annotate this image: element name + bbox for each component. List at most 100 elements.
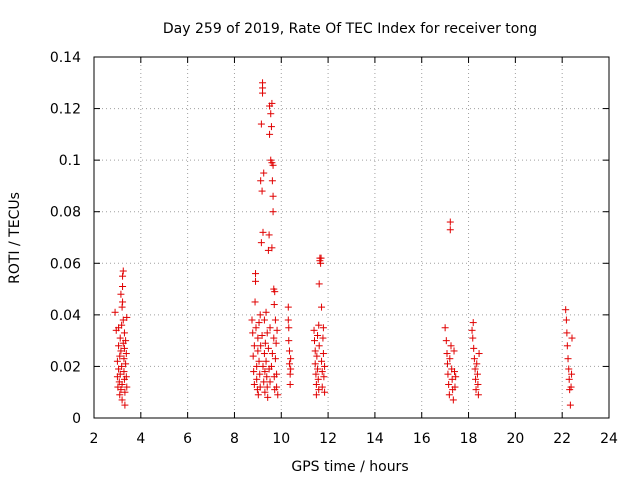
data-point bbox=[469, 334, 477, 342]
data-point bbox=[118, 396, 126, 404]
data-point bbox=[270, 301, 278, 309]
data-point bbox=[451, 383, 459, 391]
data-point bbox=[259, 228, 267, 236]
data-point bbox=[257, 239, 265, 247]
data-point bbox=[469, 319, 477, 327]
data-point bbox=[267, 362, 275, 370]
data-point bbox=[120, 368, 128, 376]
data-points bbox=[111, 79, 576, 409]
data-point bbox=[271, 316, 279, 324]
data-point bbox=[285, 337, 293, 345]
data-point bbox=[318, 357, 326, 365]
data-point bbox=[315, 280, 323, 288]
data-point bbox=[314, 331, 322, 339]
data-point bbox=[118, 362, 126, 370]
data-point bbox=[285, 347, 293, 355]
data-point bbox=[248, 316, 256, 324]
data-point bbox=[263, 383, 271, 391]
data-point bbox=[311, 347, 319, 355]
data-point bbox=[121, 401, 129, 409]
data-point bbox=[317, 254, 325, 262]
data-point bbox=[474, 391, 482, 399]
data-point bbox=[565, 375, 573, 383]
data-point bbox=[266, 130, 274, 138]
data-point bbox=[444, 370, 452, 378]
data-point bbox=[320, 373, 328, 381]
data-point bbox=[263, 373, 271, 381]
data-point bbox=[122, 373, 130, 381]
data-point bbox=[311, 360, 319, 368]
y-tick-label: 0 bbox=[72, 411, 81, 427]
data-point bbox=[250, 368, 258, 376]
y-tick-label: 0.08 bbox=[50, 205, 81, 221]
data-point bbox=[446, 218, 454, 226]
y-tick-label: 0.02 bbox=[50, 359, 81, 375]
data-point bbox=[273, 383, 281, 391]
data-point bbox=[111, 308, 119, 316]
data-point bbox=[119, 282, 127, 290]
data-point bbox=[255, 319, 263, 327]
chart-title: Day 259 of 2019, Rate Of TEC Index for r… bbox=[163, 21, 537, 37]
data-point bbox=[255, 357, 263, 365]
data-point bbox=[285, 324, 293, 332]
data-point bbox=[312, 380, 320, 388]
data-point bbox=[120, 355, 128, 363]
data-point bbox=[264, 246, 272, 254]
data-point bbox=[562, 316, 570, 324]
data-point bbox=[271, 355, 279, 363]
data-point bbox=[113, 357, 121, 365]
data-point bbox=[442, 337, 450, 345]
data-point bbox=[253, 362, 261, 370]
data-point bbox=[474, 380, 482, 388]
data-point bbox=[447, 342, 455, 350]
data-point bbox=[563, 342, 571, 350]
data-point bbox=[250, 342, 258, 350]
data-point bbox=[451, 368, 458, 376]
data-point bbox=[319, 324, 327, 332]
data-point bbox=[259, 79, 267, 87]
data-point bbox=[117, 290, 125, 298]
data-point bbox=[252, 277, 260, 285]
data-point bbox=[450, 347, 458, 355]
data-point bbox=[118, 380, 126, 388]
data-point bbox=[268, 350, 276, 358]
data-point bbox=[473, 360, 481, 368]
data-point bbox=[321, 362, 329, 370]
data-point bbox=[565, 365, 573, 373]
data-point bbox=[119, 272, 127, 280]
x-tick-label: 14 bbox=[366, 431, 384, 447]
data-point bbox=[120, 344, 128, 352]
data-point bbox=[116, 334, 124, 342]
data-point bbox=[267, 110, 275, 118]
x-tick-label: 16 bbox=[413, 431, 431, 447]
y-tick-label: 0.06 bbox=[50, 256, 81, 272]
data-point bbox=[312, 370, 320, 378]
data-point bbox=[265, 231, 273, 239]
data-point bbox=[266, 324, 274, 332]
data-point bbox=[475, 350, 483, 358]
data-point bbox=[441, 324, 449, 332]
data-point bbox=[118, 303, 126, 311]
data-point bbox=[269, 161, 277, 169]
y-tick-labels: 0 0.02 0.04 0.06 0.08 0.1 0.12 0.14 bbox=[50, 50, 81, 427]
data-point bbox=[310, 326, 318, 334]
data-point bbox=[273, 370, 281, 378]
data-point bbox=[473, 370, 481, 378]
data-point bbox=[312, 391, 320, 399]
data-point bbox=[568, 334, 576, 342]
x-tick-label: 4 bbox=[136, 431, 145, 447]
data-point bbox=[262, 357, 270, 365]
data-point bbox=[252, 324, 260, 332]
data-point bbox=[266, 378, 274, 386]
data-point bbox=[445, 380, 453, 388]
y-axis-label: ROTI / TECUs bbox=[7, 192, 23, 284]
data-point bbox=[566, 401, 574, 409]
data-point bbox=[443, 360, 451, 368]
data-point bbox=[315, 321, 323, 329]
data-point bbox=[268, 177, 276, 185]
data-point bbox=[448, 375, 456, 383]
data-point bbox=[318, 303, 326, 311]
data-point bbox=[119, 316, 127, 324]
data-point bbox=[254, 391, 262, 399]
data-point bbox=[264, 393, 272, 401]
